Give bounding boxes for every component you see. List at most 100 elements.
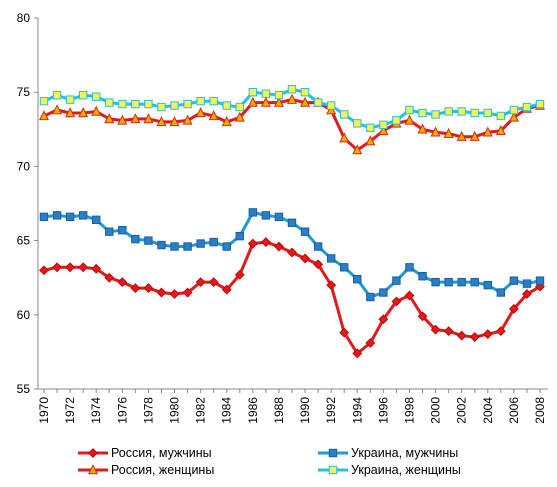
data-point bbox=[247, 96, 258, 107]
data-point bbox=[221, 116, 232, 127]
data-point bbox=[39, 265, 49, 276]
data-point bbox=[52, 104, 63, 115]
y-tick-label: 60 bbox=[17, 308, 31, 322]
data-point bbox=[105, 98, 114, 107]
data-point bbox=[443, 127, 454, 138]
data-point bbox=[366, 123, 375, 133]
data-point bbox=[313, 259, 324, 270]
data-point bbox=[300, 96, 311, 107]
data-point bbox=[221, 284, 232, 295]
data-point bbox=[117, 114, 128, 125]
data-point bbox=[234, 269, 245, 280]
data-point bbox=[274, 90, 284, 100]
data-point bbox=[404, 290, 415, 301]
y-tick-label: 55 bbox=[17, 382, 31, 396]
legend-item: Россия, женщины bbox=[78, 463, 214, 477]
data-point bbox=[78, 90, 88, 100]
x-tick-label: 1984 bbox=[220, 397, 234, 424]
data-point bbox=[522, 102, 532, 112]
x-tick-label: 1970 bbox=[37, 397, 51, 424]
data-point bbox=[443, 326, 454, 337]
data-point bbox=[339, 132, 350, 143]
data-point bbox=[183, 99, 192, 109]
x-tick-label: 1980 bbox=[168, 397, 182, 424]
x-tick-label: 1972 bbox=[63, 397, 77, 424]
data-point bbox=[130, 113, 141, 124]
data-point bbox=[38, 110, 50, 121]
data-point bbox=[339, 327, 350, 338]
x-tick-label: 2002 bbox=[455, 397, 469, 424]
data-point bbox=[405, 105, 414, 115]
data-point bbox=[143, 283, 154, 293]
x-tick-label: 1990 bbox=[298, 397, 312, 424]
data-point bbox=[509, 276, 519, 285]
data-point bbox=[222, 101, 231, 110]
data-point bbox=[131, 99, 140, 109]
data-point bbox=[65, 107, 76, 118]
data-point bbox=[378, 314, 389, 325]
data-point bbox=[78, 107, 89, 118]
data-point bbox=[300, 88, 310, 97]
legend-marker bbox=[87, 464, 99, 475]
x-tick-label: 1978 bbox=[141, 397, 155, 424]
data-point bbox=[352, 144, 363, 155]
x-axis-ticks: 1970 1972 1974 1976 1978 1980 1982 1984 1986 1988… bbox=[37, 389, 547, 424]
data-point bbox=[483, 108, 492, 118]
data-point bbox=[365, 338, 376, 348]
x-tick-label: 1974 bbox=[89, 397, 103, 424]
data-point bbox=[495, 124, 506, 135]
series-2 bbox=[39, 208, 545, 302]
data-point bbox=[326, 254, 336, 263]
data-point bbox=[365, 135, 376, 146]
data-point bbox=[482, 126, 493, 137]
data-point bbox=[182, 114, 193, 125]
data-point bbox=[247, 238, 258, 249]
data-point bbox=[156, 116, 167, 127]
data-point bbox=[105, 227, 114, 236]
data-point bbox=[352, 348, 363, 359]
data-point bbox=[170, 101, 179, 110]
y-tick-label: 75 bbox=[17, 85, 31, 99]
data-point bbox=[118, 226, 127, 235]
data-point bbox=[496, 288, 506, 297]
data-point bbox=[470, 108, 479, 118]
y-tick-label: 70 bbox=[17, 159, 31, 173]
data-point bbox=[392, 276, 401, 285]
data-point bbox=[340, 263, 349, 272]
data-point bbox=[496, 111, 506, 121]
data-point bbox=[418, 272, 427, 281]
data-point bbox=[235, 231, 244, 241]
data-point bbox=[260, 237, 271, 247]
legend-item: Украина, женщины bbox=[318, 463, 461, 477]
data-point bbox=[144, 236, 153, 245]
data-point bbox=[483, 280, 492, 290]
data-point bbox=[235, 102, 244, 112]
data-point bbox=[313, 242, 323, 251]
y-tick-label: 65 bbox=[17, 234, 31, 248]
data-point bbox=[444, 277, 453, 287]
data-point bbox=[52, 262, 62, 273]
data-point bbox=[444, 107, 453, 116]
data-point bbox=[156, 287, 167, 298]
data-point bbox=[52, 211, 62, 220]
x-tick-label: 1988 bbox=[272, 397, 286, 424]
data-point bbox=[65, 95, 75, 104]
data-point bbox=[287, 218, 297, 227]
data-point bbox=[326, 101, 336, 110]
x-tick-label: 1976 bbox=[115, 397, 129, 424]
data-point bbox=[274, 212, 284, 222]
legend-marker bbox=[328, 465, 338, 475]
data-point bbox=[222, 242, 231, 251]
data-point bbox=[430, 126, 441, 137]
data-point bbox=[143, 113, 154, 124]
data-point bbox=[39, 212, 49, 222]
data-point bbox=[431, 277, 440, 287]
x-tick-label: 2008 bbox=[533, 397, 547, 424]
data-point bbox=[430, 324, 441, 335]
data-point bbox=[456, 130, 467, 141]
data-point bbox=[118, 99, 127, 109]
x-tick-label: 1998 bbox=[402, 397, 416, 424]
data-point bbox=[508, 303, 519, 314]
data-point bbox=[392, 116, 401, 125]
